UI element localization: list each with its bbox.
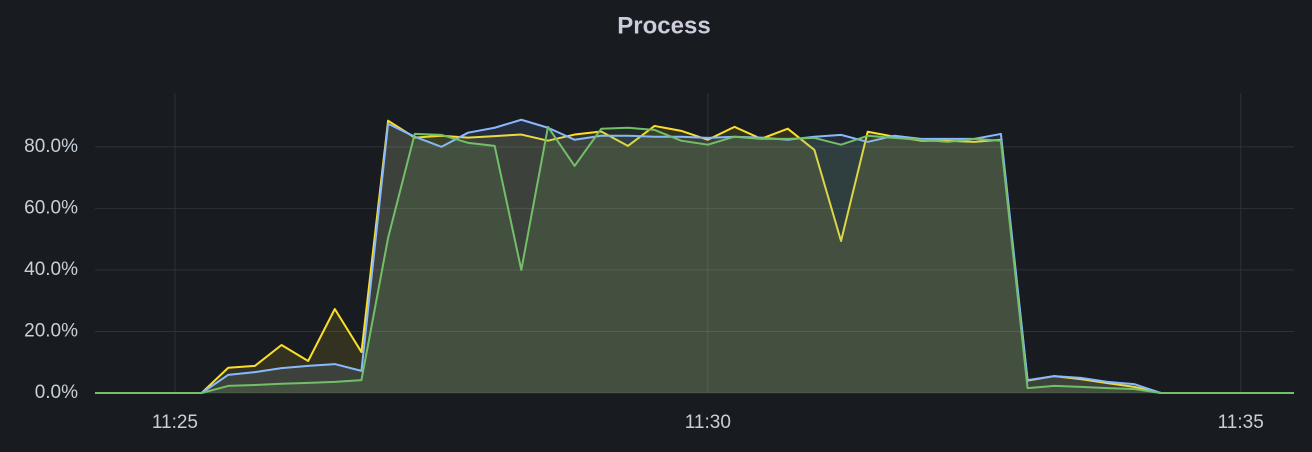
x-tick-label: 11:25 [152, 412, 198, 433]
grid [95, 93, 1294, 394]
y-tick-label: 60.0% [24, 197, 78, 218]
x-tick-label: 11:35 [1218, 412, 1264, 433]
series-area [95, 126, 1294, 393]
series-area [95, 120, 1294, 393]
y-tick-label: 0.0% [35, 382, 78, 403]
y-tick-label: 80.0% [24, 136, 78, 157]
plot-area [95, 118, 1294, 394]
y-tick-label: 40.0% [24, 259, 78, 280]
series-line [95, 125, 1294, 394]
series-line [95, 118, 1294, 394]
chart-title: Process [617, 12, 710, 39]
series-line [95, 119, 1294, 394]
series-area [95, 119, 1294, 394]
x-tick-label: 11:30 [685, 412, 731, 433]
axis-labels: 0.0% 20.0% 40.0% 60.0% 80.0% 11:25 11:30 11:35 [24, 136, 1264, 433]
y-tick-label: 20.0% [24, 320, 78, 341]
